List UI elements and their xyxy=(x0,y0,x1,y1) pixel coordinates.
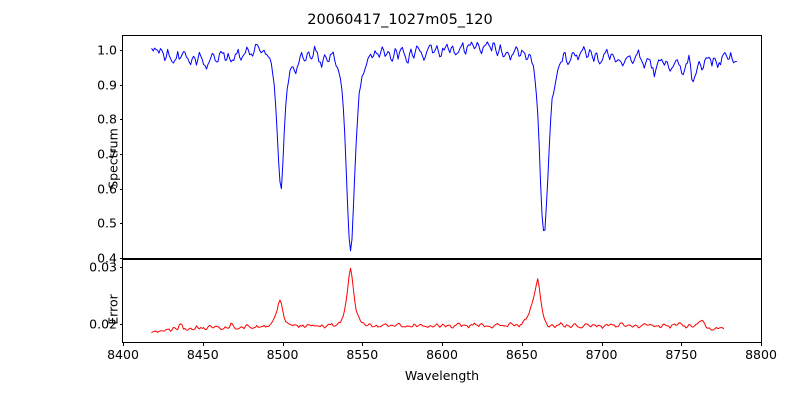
x-tick-mark xyxy=(681,342,683,346)
error-axis-label: Error xyxy=(105,294,121,325)
y-tick-mark xyxy=(119,188,123,190)
y-tick-label: 0.02 xyxy=(89,316,117,332)
y-tick-label: 0.03 xyxy=(89,259,117,275)
x-tick-mark xyxy=(123,342,124,346)
x-tick-label: 8700 xyxy=(585,347,618,362)
y-tick-mark xyxy=(119,84,123,86)
y-tick-label: 0.5 xyxy=(97,215,117,231)
x-tick-mark xyxy=(202,342,204,346)
y-tick-label: 0.4 xyxy=(97,250,117,266)
y-tick-label: 0.7 xyxy=(97,146,117,162)
x-tick-label: 8600 xyxy=(426,347,458,362)
spectrum-plot-panel: Spectrum 1.0 0.9 0.8 0.7 0.6 0.5 0.4 xyxy=(97,35,762,266)
x-tick-mark xyxy=(362,342,364,346)
x-tick-label: 8750 xyxy=(665,347,698,362)
x-tick-mark xyxy=(601,342,603,346)
y-tick-label: 0.9 xyxy=(97,77,117,93)
y-tick-mark xyxy=(119,223,123,225)
y-tick-mark xyxy=(119,266,123,268)
x-tick-label: 8400 xyxy=(107,347,139,362)
page-title: 20060417_1027m05_120 xyxy=(307,12,493,28)
x-tick-mark xyxy=(442,342,443,346)
x-tick-label: 8450 xyxy=(186,347,219,362)
y-tick-label: 0.8 xyxy=(97,111,117,127)
spectrum-line-series xyxy=(151,41,737,252)
x-tick-mark xyxy=(521,342,523,346)
y-tick-mark xyxy=(119,153,123,155)
wavelength-axis-label: Wavelength xyxy=(404,368,480,383)
y-tick-mark xyxy=(119,323,123,325)
y-tick-mark xyxy=(119,49,123,51)
error-plot-panel: Error 0.03 0.02 8400 8450 8500 8550 8600 8650 8… xyxy=(89,259,777,362)
x-tick-label: 8800 xyxy=(745,347,777,362)
x-tick-label: 8650 xyxy=(505,347,538,362)
error-line-series xyxy=(151,267,724,333)
y-tick-mark xyxy=(119,119,123,121)
x-tick-mark xyxy=(282,342,284,346)
y-tick-label: 1.0 xyxy=(97,42,117,58)
y-tick-label: 0.6 xyxy=(97,181,117,197)
x-tick-label: 8550 xyxy=(346,347,379,362)
y-tick-mark xyxy=(119,258,123,259)
x-tick-mark xyxy=(761,342,762,346)
x-tick-label: 8500 xyxy=(266,347,299,362)
